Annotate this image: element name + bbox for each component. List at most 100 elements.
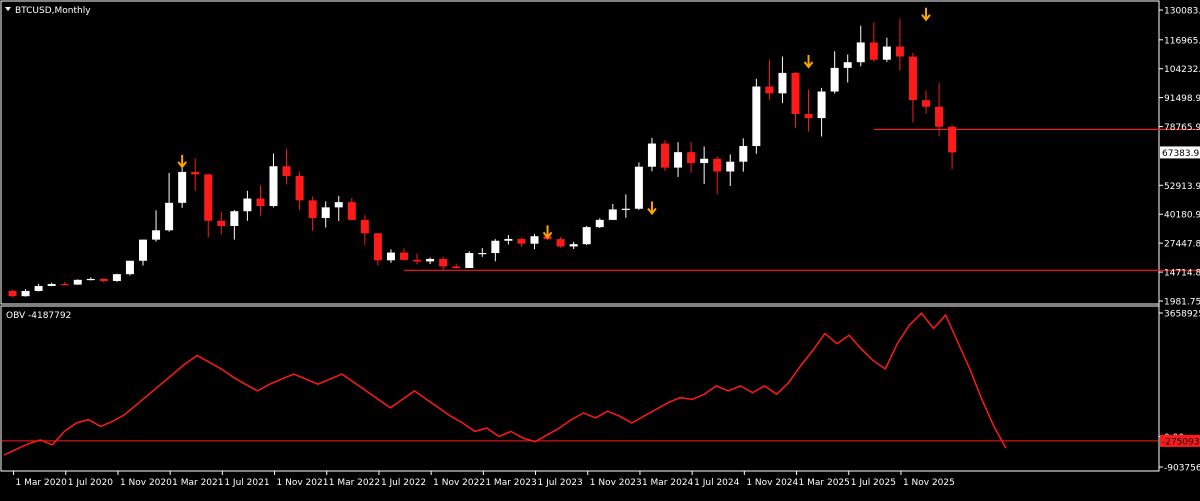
time-tick-label: 1 Mar 2021 xyxy=(172,478,223,488)
candle-body xyxy=(60,284,69,286)
time-tick-label: 1 Jul 2023 xyxy=(538,478,583,488)
obv-label: OBV -4187792 xyxy=(6,311,71,321)
candle-body xyxy=(139,239,147,261)
time-tick-label: 1 Jul 2024 xyxy=(694,478,739,488)
price-tick-label: 1981.75 xyxy=(1164,298,1200,308)
candle-body xyxy=(948,126,957,153)
time-tick-label: 1 Mar 2022 xyxy=(329,478,380,488)
candle-body xyxy=(21,290,30,297)
price-tick-label: 52913.95 xyxy=(1164,182,1200,192)
candle-body xyxy=(856,42,865,63)
candle-body xyxy=(112,274,121,281)
candle-body xyxy=(295,176,304,201)
price-panel-frame xyxy=(0,0,1160,305)
candle-body xyxy=(165,202,174,231)
time-tick-label: 1 Nov 2020 xyxy=(120,478,172,488)
candle-body xyxy=(8,290,17,297)
down-arrow-icon xyxy=(921,7,931,22)
current-price-marker: 67383.98 xyxy=(1160,146,1200,159)
chart-menu-triangle-icon[interactable] xyxy=(5,7,11,11)
candle-body xyxy=(99,278,108,281)
candle-body xyxy=(726,161,735,172)
price-tick-label: 116965.0 xyxy=(1164,36,1200,46)
candle-body xyxy=(373,233,382,261)
price-tick-label: 104232.0 xyxy=(1164,65,1200,75)
time-tick-label: 1 Mar 2020 xyxy=(16,478,68,488)
time-tick-label: 1 Nov 2024 xyxy=(746,478,798,488)
candle-body xyxy=(517,238,526,244)
candle-body xyxy=(752,86,761,147)
time-tick-label: 1 Nov 2025 xyxy=(903,478,955,488)
candle-body xyxy=(191,171,200,175)
horizontal-lines xyxy=(404,128,1200,271)
candle-body xyxy=(282,166,291,177)
time-tick-label: 1 Nov 2021 xyxy=(277,478,329,488)
candle-body xyxy=(791,72,800,115)
candle-body xyxy=(465,253,474,269)
candle-body xyxy=(674,152,683,168)
obv-line xyxy=(3,312,1007,456)
candle-body xyxy=(869,42,878,60)
candle-body xyxy=(217,220,226,226)
candle-body xyxy=(360,219,369,234)
down-arrow-icon xyxy=(647,201,657,216)
candle-body xyxy=(634,166,643,209)
time-axis: 1 Mar 2020 1 Jul 2020 1 Nov 2020 1 Mar 2021… xyxy=(13,471,955,488)
price-tick-label: 27447.85 xyxy=(1164,240,1200,250)
candle-body xyxy=(765,86,774,94)
candles xyxy=(8,18,957,297)
candle-body xyxy=(243,198,252,212)
current-price-label: 67383.98 xyxy=(1162,149,1200,159)
candle-body xyxy=(895,46,904,57)
time-tick-label: 1 Jul 2020 xyxy=(68,478,113,488)
candle-body xyxy=(908,56,917,101)
candle-body xyxy=(86,278,95,281)
candle-body xyxy=(687,152,696,164)
candle-body xyxy=(386,252,395,261)
obv-current-box xyxy=(1160,434,1200,447)
time-tick-label: 1 Jul 2022 xyxy=(381,478,426,488)
candle-body xyxy=(582,227,591,245)
down-arrow-icon xyxy=(542,225,553,239)
time-tick-label: 1 Jul 2025 xyxy=(851,478,896,488)
time-tick-label: 1 Mar 2025 xyxy=(799,478,850,488)
down-arrow-icon xyxy=(803,54,814,69)
candle-body xyxy=(700,158,709,164)
candle-body xyxy=(882,46,891,60)
obv-tick-label: -9037568 xyxy=(1164,464,1200,474)
candle-body xyxy=(256,198,265,207)
candle-body xyxy=(778,72,787,94)
candle-body xyxy=(73,279,82,285)
candle-body xyxy=(34,285,43,291)
candle-body xyxy=(922,100,930,107)
candle-body xyxy=(125,260,134,275)
candle-body xyxy=(504,238,513,241)
candle-body xyxy=(413,259,422,262)
time-tick-label: 1 Mar 2024 xyxy=(642,478,694,488)
candle-body xyxy=(595,219,604,228)
candle-body xyxy=(478,253,487,255)
candle-body xyxy=(47,284,56,286)
price-tick-label: 78765.90 xyxy=(1164,123,1200,133)
candle-body xyxy=(347,202,356,220)
time-tick-label: 1 Nov 2023 xyxy=(590,478,642,488)
current-price-box xyxy=(1160,146,1200,159)
candle-body xyxy=(439,258,448,267)
candle-body xyxy=(308,200,317,219)
obv-axis: 365892530.00-9037568 xyxy=(1159,310,1200,474)
candle-body xyxy=(269,166,278,207)
price-tick-label: 91498.95 xyxy=(1164,94,1200,104)
candle-body xyxy=(556,239,565,247)
signal-arrows xyxy=(177,7,931,239)
candle-body xyxy=(935,106,944,127)
candle-body xyxy=(647,143,656,167)
price-tick-label: 40180.90 xyxy=(1164,211,1200,221)
candle-body xyxy=(426,258,435,262)
candle-body xyxy=(804,114,813,119)
candle-body xyxy=(530,236,539,244)
obv-panel-frame xyxy=(0,305,1160,472)
time-tick-label: 1 Jul 2021 xyxy=(224,478,269,488)
